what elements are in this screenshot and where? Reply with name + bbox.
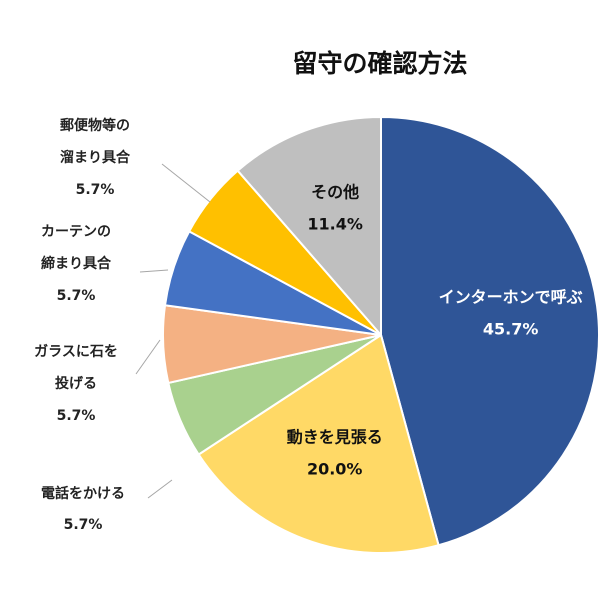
leader-line xyxy=(147,479,173,499)
slice-label-name: インターホンで呼ぶ xyxy=(439,288,583,307)
chart-title: 留守の確認方法 xyxy=(292,49,467,78)
slice-6 xyxy=(236,115,382,338)
slice-label-name: 動きを見張る xyxy=(287,427,383,446)
slice-label-name: 溜まり具合 xyxy=(60,149,131,166)
slice-label-value: 5.7% xyxy=(76,182,115,198)
slice-label-value: 5.7% xyxy=(57,408,96,424)
slice-label-value: 20.0% xyxy=(307,459,363,478)
slice-label-name: 締まり具合 xyxy=(41,255,112,272)
slice-label-value: 45.7% xyxy=(483,320,539,339)
slice-label-name: ガラスに石を xyxy=(34,344,118,360)
slice-label-name: 郵便物等の xyxy=(60,117,130,134)
slice-label-name: 電話をかける xyxy=(41,485,125,502)
slice-label-name: その他 xyxy=(311,183,359,202)
slice-label-value: 11.4% xyxy=(307,215,363,234)
pie-slices xyxy=(162,115,600,554)
slice-1 xyxy=(197,333,440,554)
slice-label-name: カーテンの xyxy=(41,224,111,240)
leader-line xyxy=(139,269,169,273)
slice-0 xyxy=(380,115,600,547)
leader-line xyxy=(161,163,211,203)
slice-label-name: 投げる xyxy=(55,376,97,392)
slice-labels: インターホンで呼ぶ 45.7% 動きを見張る 20.0% 電話をかける 5.7% ガラスに石… xyxy=(34,117,583,533)
slice-label-value: 5.7% xyxy=(57,288,96,304)
leader-line xyxy=(135,339,161,375)
slice-label-value: 5.7% xyxy=(64,517,103,533)
